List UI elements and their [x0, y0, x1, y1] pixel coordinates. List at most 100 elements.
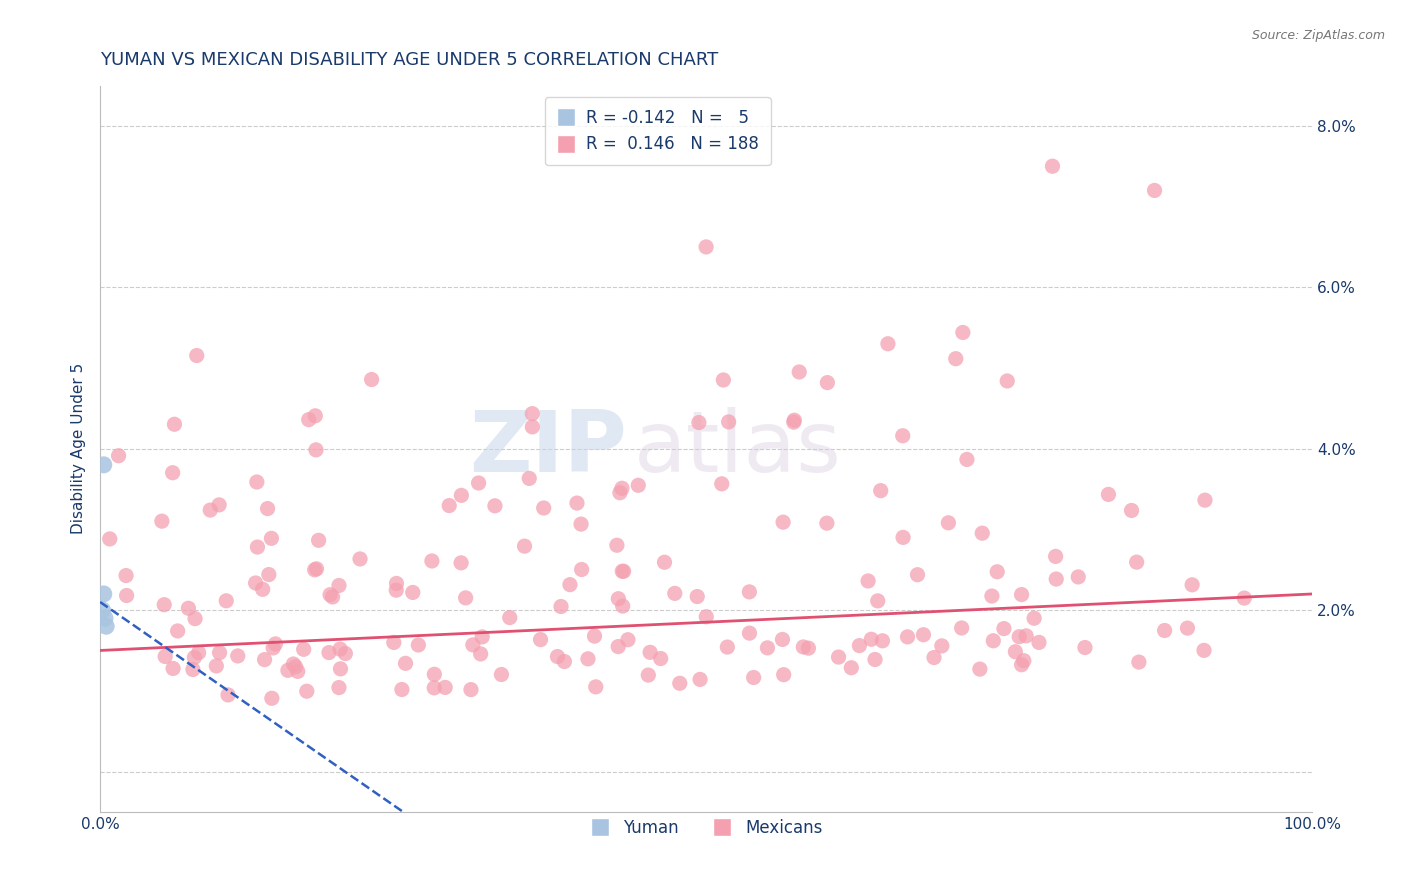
Point [423, 681, 446, 695]
Point [638, 645, 661, 659]
Point [891, 530, 914, 544]
Point [686, 590, 709, 604]
Point [328, 578, 350, 592]
Point [163, 417, 186, 432]
Point [711, 373, 734, 387]
Point [283, 657, 305, 671]
Point [304, 563, 326, 577]
Point [513, 539, 536, 553]
Point [550, 599, 572, 614]
Point [183, 650, 205, 665]
Point [827, 650, 849, 665]
Point [689, 673, 711, 687]
Point [695, 240, 717, 254]
Point [1028, 635, 1050, 649]
Point [517, 471, 540, 485]
Point [981, 633, 1004, 648]
Point [499, 610, 522, 624]
Point [607, 591, 630, 606]
Point [1011, 657, 1033, 672]
Point [815, 516, 838, 531]
Point [460, 682, 482, 697]
Point [688, 416, 710, 430]
Point [385, 583, 408, 598]
Point [609, 485, 631, 500]
Point [792, 640, 814, 654]
Point [96, 619, 118, 633]
Point [986, 565, 1008, 579]
Point [450, 488, 472, 502]
Point [408, 638, 430, 652]
Point [256, 501, 278, 516]
Point [308, 533, 330, 548]
Point [305, 442, 328, 457]
Point [522, 407, 544, 421]
Point [94, 611, 117, 625]
Point [612, 564, 634, 578]
Point [394, 657, 416, 671]
Point [217, 688, 239, 702]
Point [1024, 611, 1046, 625]
Point [931, 639, 953, 653]
Point [200, 503, 222, 517]
Point [319, 588, 342, 602]
Point [664, 586, 686, 600]
Point [695, 609, 717, 624]
Point [546, 649, 568, 664]
Point [115, 568, 138, 582]
Point [1097, 487, 1119, 501]
Point [437, 499, 460, 513]
Point [1045, 572, 1067, 586]
Legend: Yuman, Mexicans: Yuman, Mexicans [583, 812, 830, 844]
Point [710, 476, 733, 491]
Point [252, 582, 274, 597]
Point [391, 682, 413, 697]
Point [1042, 159, 1064, 173]
Point [402, 585, 425, 599]
Point [617, 632, 640, 647]
Point [553, 655, 575, 669]
Point [1233, 591, 1256, 606]
Point [1177, 621, 1199, 635]
Point [153, 649, 176, 664]
Point [1194, 493, 1216, 508]
Point [257, 567, 280, 582]
Point [896, 630, 918, 644]
Point [1067, 570, 1090, 584]
Point [322, 590, 344, 604]
Point [1181, 578, 1204, 592]
Point [107, 449, 129, 463]
Point [491, 667, 513, 681]
Point [454, 591, 477, 605]
Point [215, 594, 238, 608]
Point [1004, 645, 1026, 659]
Point [385, 576, 408, 591]
Point [772, 632, 794, 647]
Point [956, 452, 979, 467]
Point [772, 667, 794, 681]
Point [783, 413, 806, 427]
Point [1143, 183, 1166, 197]
Point [869, 483, 891, 498]
Point [260, 532, 283, 546]
Point [738, 585, 761, 599]
Point [484, 499, 506, 513]
Point [349, 552, 371, 566]
Point [565, 496, 588, 510]
Point [1011, 588, 1033, 602]
Point [860, 632, 883, 647]
Point [166, 624, 188, 638]
Point [872, 633, 894, 648]
Point [993, 622, 1015, 636]
Y-axis label: Disability Age Under 5: Disability Age Under 5 [72, 363, 86, 534]
Point [329, 642, 352, 657]
Point [1045, 549, 1067, 564]
Point [907, 567, 929, 582]
Point [529, 632, 551, 647]
Point [450, 556, 472, 570]
Point [863, 652, 886, 666]
Point [797, 641, 820, 656]
Point [576, 652, 599, 666]
Point [1125, 555, 1147, 569]
Point [162, 661, 184, 675]
